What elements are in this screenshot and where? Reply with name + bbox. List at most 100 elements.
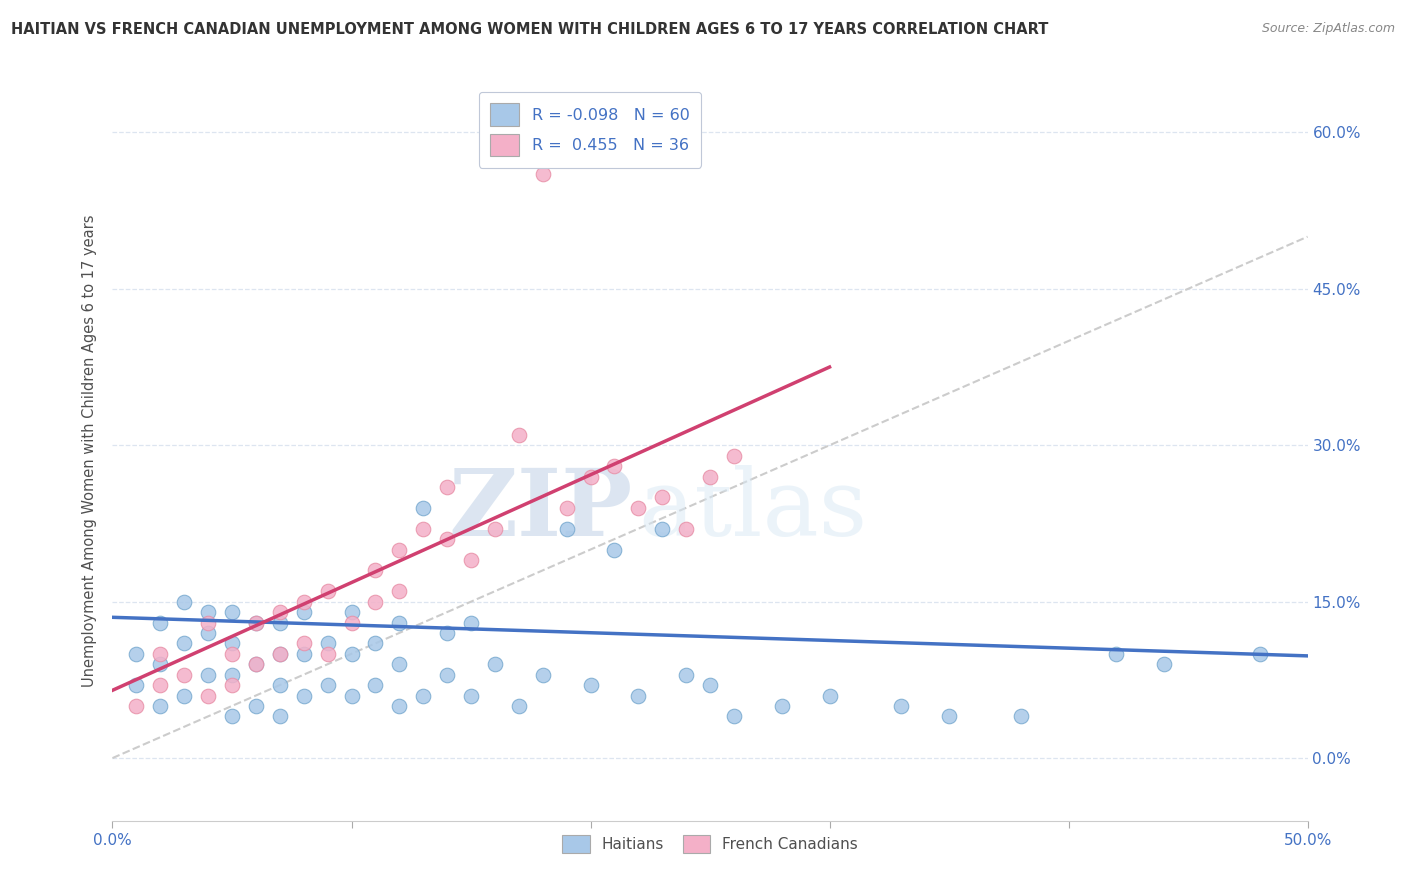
Text: atlas: atlas: [638, 465, 868, 555]
Point: [245, 615, 267, 630]
Point: [460, 553, 482, 567]
Point: [340, 689, 363, 703]
Point: [197, 667, 219, 681]
Point: [292, 636, 315, 650]
Point: [149, 615, 172, 630]
Point: [149, 698, 172, 713]
Point: [173, 689, 195, 703]
Point: [340, 615, 363, 630]
Point: [388, 542, 411, 557]
Point: [627, 500, 650, 515]
Point: [269, 647, 291, 661]
Point: [388, 657, 411, 672]
Point: [460, 689, 482, 703]
Point: [412, 500, 434, 515]
Point: [723, 709, 745, 723]
Point: [149, 657, 172, 672]
Point: [723, 449, 745, 463]
Point: [292, 647, 315, 661]
Point: [436, 480, 458, 494]
Point: [364, 595, 387, 609]
Point: [555, 500, 578, 515]
Point: [603, 459, 626, 474]
Point: [316, 678, 339, 692]
Point: [699, 678, 721, 692]
Point: [460, 615, 482, 630]
Point: [125, 647, 148, 661]
Point: [221, 647, 243, 661]
Point: [245, 698, 267, 713]
Point: [555, 522, 578, 536]
Point: [627, 689, 650, 703]
Point: [699, 469, 721, 483]
Point: [221, 678, 243, 692]
Text: Source: ZipAtlas.com: Source: ZipAtlas.com: [1261, 22, 1395, 36]
Point: [412, 689, 434, 703]
Text: HAITIAN VS FRENCH CANADIAN UNEMPLOYMENT AMONG WOMEN WITH CHILDREN AGES 6 TO 17 Y: HAITIAN VS FRENCH CANADIAN UNEMPLOYMENT …: [11, 22, 1049, 37]
Point: [651, 491, 673, 505]
Y-axis label: Unemployment Among Women with Children Ages 6 to 17 years: Unemployment Among Women with Children A…: [82, 214, 97, 687]
Point: [484, 522, 506, 536]
Point: [149, 678, 172, 692]
Point: [436, 667, 458, 681]
Point: [221, 605, 243, 619]
Point: [173, 636, 195, 650]
Point: [269, 647, 291, 661]
Point: [173, 667, 195, 681]
Point: [269, 605, 291, 619]
Point: [221, 667, 243, 681]
Point: [388, 615, 411, 630]
Point: [245, 657, 267, 672]
Point: [579, 678, 602, 692]
Point: [818, 689, 841, 703]
Point: [269, 709, 291, 723]
Point: [149, 647, 172, 661]
Point: [531, 167, 554, 181]
Point: [292, 595, 315, 609]
Legend: Haitians, French Canadians: Haitians, French Canadians: [554, 827, 866, 861]
Point: [508, 698, 530, 713]
Point: [197, 605, 219, 619]
Point: [770, 698, 793, 713]
Point: [1105, 647, 1128, 661]
Point: [125, 678, 148, 692]
Point: [364, 563, 387, 577]
Point: [197, 626, 219, 640]
Point: [269, 615, 291, 630]
Point: [221, 709, 243, 723]
Point: [579, 469, 602, 483]
Point: [292, 605, 315, 619]
Point: [269, 678, 291, 692]
Point: [197, 615, 219, 630]
Point: [890, 698, 912, 713]
Point: [436, 626, 458, 640]
Point: [436, 532, 458, 546]
Point: [173, 595, 195, 609]
Point: [1010, 709, 1032, 723]
Point: [388, 584, 411, 599]
Point: [316, 584, 339, 599]
Point: [316, 647, 339, 661]
Point: [197, 689, 219, 703]
Text: ZIP: ZIP: [449, 465, 633, 555]
Point: [938, 709, 960, 723]
Point: [675, 522, 697, 536]
Point: [125, 698, 148, 713]
Point: [364, 636, 387, 650]
Point: [292, 689, 315, 703]
Point: [364, 678, 387, 692]
Point: [316, 636, 339, 650]
Point: [245, 657, 267, 672]
Point: [603, 542, 626, 557]
Point: [1249, 647, 1271, 661]
Point: [651, 522, 673, 536]
Point: [388, 698, 411, 713]
Point: [340, 605, 363, 619]
Point: [531, 667, 554, 681]
Point: [340, 647, 363, 661]
Point: [245, 615, 267, 630]
Point: [221, 636, 243, 650]
Point: [484, 657, 506, 672]
Point: [1153, 657, 1175, 672]
Point: [412, 522, 434, 536]
